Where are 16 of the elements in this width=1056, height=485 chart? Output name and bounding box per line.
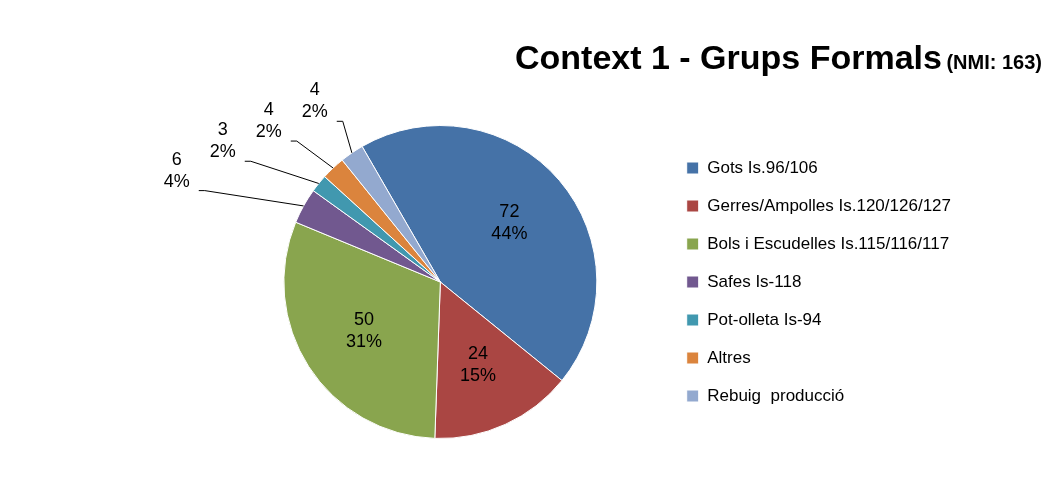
legend-label: Bols i Escudelles Is.115/116/117 — [707, 233, 950, 253]
data-label: 24 15% — [459, 342, 496, 385]
legend-label: Gots Is.96/106 — [707, 157, 818, 177]
data-label: 3 2% — [209, 119, 236, 162]
legend-label: Pot-olleta Is-94 — [707, 309, 822, 329]
data-label: 6 4% — [163, 148, 190, 191]
data-label: 4 2% — [255, 99, 282, 142]
legend-label: Safes Is-118 — [707, 271, 802, 291]
legend-label: Gerres/Ampolles Is.120/126/127 — [707, 195, 952, 215]
data-label: 72 44% — [491, 201, 528, 244]
text: (NMI: 163) — [946, 51, 1042, 73]
data-label: 50 31% — [346, 309, 383, 352]
data-label: 4 2% — [301, 79, 328, 122]
legend-label: Altres — [707, 347, 751, 367]
chart-title: Context 1 - Grups Formals — [515, 38, 942, 76]
legend-label: Rebuig producció — [707, 385, 845, 405]
